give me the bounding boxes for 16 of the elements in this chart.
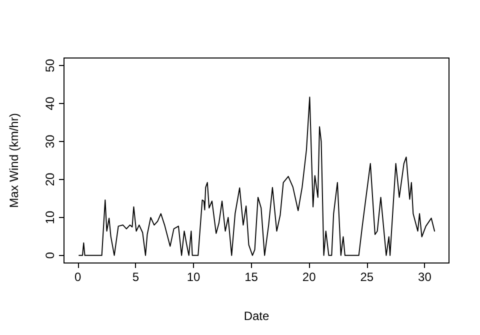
y-tick-label: 50 (43, 58, 57, 72)
y-tick-label: 30 (43, 134, 57, 148)
x-tick-label: 25 (360, 270, 374, 284)
line-series (78, 96, 436, 256)
y-tick-label: 40 (43, 96, 57, 110)
x-tick-label: 10 (186, 270, 200, 284)
y-tick-label: 10 (43, 210, 57, 224)
x-tick-label: 30 (418, 270, 432, 284)
x-tick-label: 0 (74, 270, 82, 284)
x-tick-label: 5 (132, 270, 140, 284)
x-axis-title: Date (244, 309, 270, 323)
x-tick-label: 15 (244, 270, 258, 284)
y-axis-title: Max Wind (km/hr) (7, 113, 21, 208)
y-tick-label: 0 (43, 252, 57, 259)
x-tick-label: 20 (302, 270, 316, 284)
y-tick-label: 20 (43, 172, 57, 186)
